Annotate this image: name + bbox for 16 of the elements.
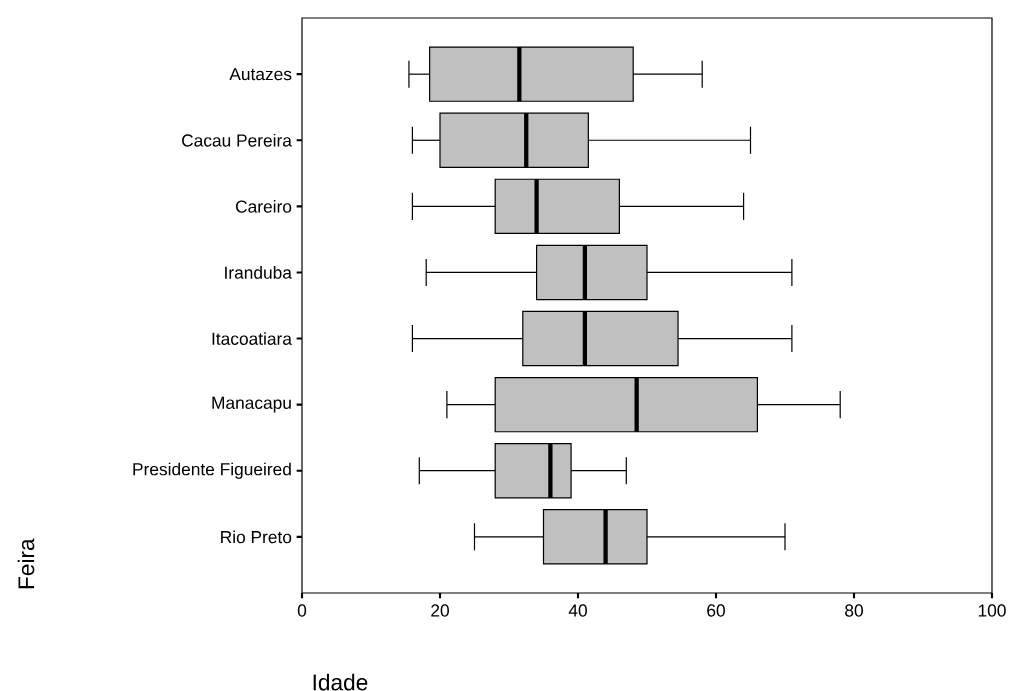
y-tick-label: Manacapu bbox=[212, 396, 291, 413]
y-tick-label: Rio Preto bbox=[221, 530, 292, 544]
y-tick-label: Iranduba bbox=[225, 266, 292, 279]
x-tick-label: 100 bbox=[978, 604, 1006, 617]
y-tick-label: Presidente Figueired bbox=[133, 462, 291, 479]
x-tick-label: 0 bbox=[297, 604, 307, 617]
x-tick-label: 40 bbox=[568, 604, 587, 617]
x-tick-label: 20 bbox=[431, 604, 449, 617]
x-tick-label: 60 bbox=[707, 604, 725, 617]
y-tick-label: Itacoatiara bbox=[212, 332, 292, 345]
y-axis-title: Feira bbox=[17, 538, 35, 589]
y-tick-label: Careiro bbox=[236, 199, 292, 213]
y-tick-label: Cacau Pereira bbox=[182, 133, 292, 147]
x-axis-title: Idade bbox=[313, 673, 368, 691]
y-tick-label: Autazes bbox=[229, 68, 292, 81]
x-tick-label: 80 bbox=[845, 604, 863, 617]
